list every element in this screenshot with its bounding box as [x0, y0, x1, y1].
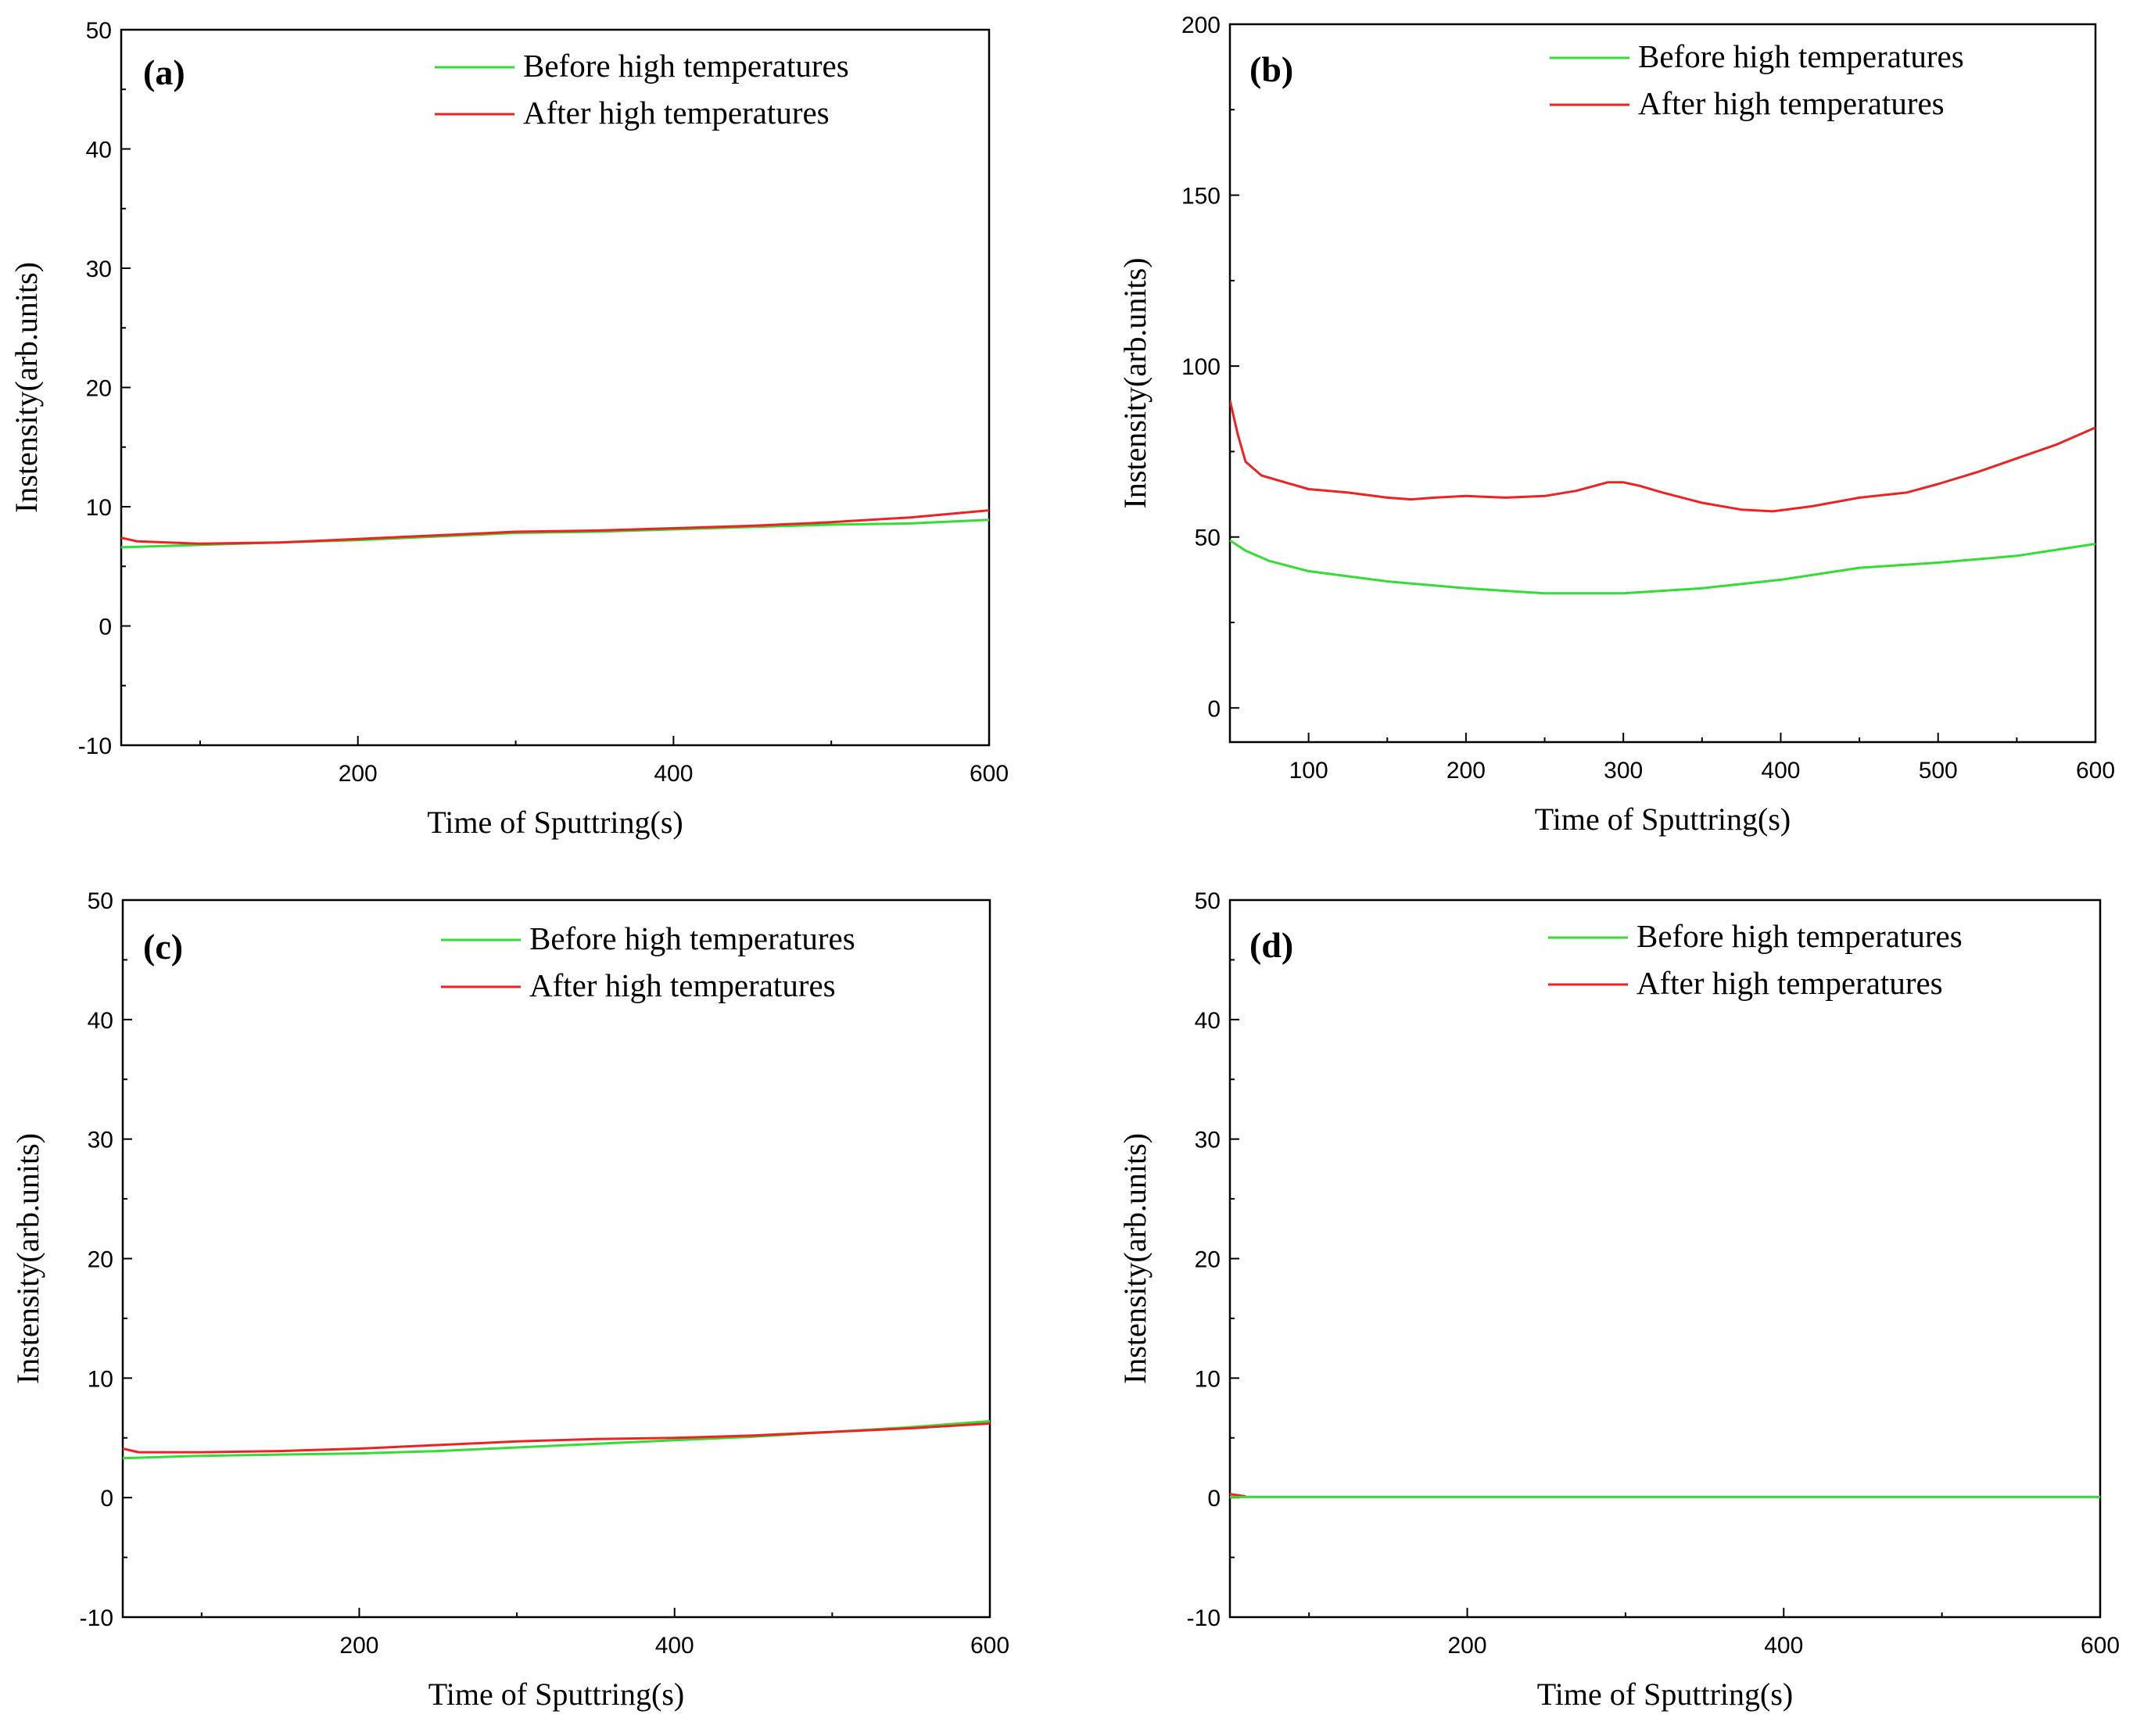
y-tick-label: 0 [1207, 696, 1221, 722]
y-tick-label: 10 [88, 1366, 113, 1392]
y-tick-label: 40 [86, 138, 112, 163]
plot-frame [121, 898, 991, 1619]
y-axis-label: Instensity(arb.units) [1117, 257, 1153, 508]
y-tick-label: 40 [1195, 1008, 1221, 1034]
y-tick-label: 20 [1195, 1247, 1221, 1273]
y-tick-label: -10 [78, 733, 112, 759]
x-tick-label: 600 [2076, 758, 2115, 784]
y-tick-label: 0 [100, 1486, 113, 1512]
legend-entry: After high temperatures [523, 95, 830, 131]
series-line-after [123, 1422, 990, 1454]
y-tick-label: 50 [86, 18, 112, 44]
chart-panel-2: 100 200 300 400 500 600 0 50 100 150 200 Time of Sp… [1117, 13, 2115, 837]
plot-frame [1228, 23, 2097, 744]
y-tick-label: 0 [1207, 1486, 1221, 1512]
legend-entry: After high temperatures [529, 967, 836, 1003]
y-tick-label: 10 [1195, 1366, 1221, 1392]
legend-entry: Before high temperatures [1638, 38, 1964, 74]
x-axis-label: Time of Sputtring(s) [1535, 802, 1791, 837]
panel-label: (b) [1249, 49, 1293, 89]
series-line-after [121, 509, 989, 545]
x-tick-label: 200 [1448, 1633, 1487, 1659]
x-tick-label: 100 [1289, 758, 1328, 784]
y-tick-label: -10 [80, 1605, 113, 1631]
panel-label: (c) [143, 927, 183, 967]
y-tick-label: 30 [86, 256, 112, 282]
x-axis-label: Time of Sputtring(s) [1537, 1677, 1793, 1712]
x-tick-label: 400 [655, 1633, 694, 1659]
chart-panel-4: 200 400 600 -10 0 10 20 30 40 50 Time of Sputtring… [1117, 888, 2120, 1712]
x-tick-label: 300 [1604, 758, 1643, 784]
legend-entry: Before high temperatures [1636, 918, 1963, 954]
plot-frame [1228, 898, 2102, 1619]
x-tick-label: 200 [339, 1633, 378, 1659]
y-tick-label: -10 [1187, 1605, 1221, 1631]
y-tick-label: 10 [86, 495, 112, 521]
x-axis-label: Time of Sputtring(s) [428, 1677, 684, 1712]
panel-label: (d) [1249, 925, 1293, 965]
legend-entry: Before high temperatures [523, 48, 849, 84]
panel-label: (a) [143, 52, 185, 92]
x-tick-label: 400 [654, 761, 693, 787]
x-tick-label: 600 [970, 761, 1009, 787]
x-axis-label: Time of Sputtring(s) [427, 805, 683, 840]
plot-frame [120, 28, 991, 747]
y-axis-label: Instensity(arb.units) [9, 262, 44, 513]
y-tick-label: 50 [88, 888, 113, 914]
y-axis-label: Instensity(arb.units) [10, 1133, 45, 1384]
y-tick-label: 50 [1195, 888, 1221, 914]
y-tick-label: 20 [86, 376, 112, 402]
y-tick-label: 20 [88, 1247, 113, 1273]
y-tick-label: 150 [1181, 184, 1221, 210]
y-tick-label: 200 [1181, 13, 1221, 38]
x-tick-label: 200 [1446, 758, 1486, 784]
x-tick-label: 400 [1761, 758, 1800, 784]
y-axis-label: Instensity(arb.units) [1117, 1133, 1153, 1384]
y-tick-label: 40 [88, 1008, 113, 1034]
chart-panel-3: 200 400 600 -10 0 10 20 30 40 50 Time of Sputtring… [10, 888, 1009, 1712]
legend-entry: After high temperatures [1638, 85, 1945, 121]
x-tick-label: 600 [970, 1633, 1009, 1659]
series-line-before [1230, 539, 2095, 595]
x-tick-label: 600 [2081, 1633, 2120, 1659]
legend-entry: Before high temperatures [529, 920, 855, 956]
x-tick-label: 500 [1919, 758, 1958, 784]
y-tick-label: 30 [1195, 1128, 1221, 1153]
y-tick-label: 30 [88, 1128, 113, 1153]
series-line-after [1230, 400, 2095, 513]
y-tick-label: 50 [1195, 525, 1221, 551]
y-tick-label: 100 [1181, 354, 1221, 380]
x-tick-label: 400 [1764, 1633, 1803, 1659]
y-tick-label: 0 [99, 615, 112, 640]
legend-entry: After high temperatures [1636, 965, 1943, 1001]
chart-panel-1: 200 400 600 -10 0 10 20 30 40 50 Time of Sputtring… [9, 18, 1009, 840]
x-tick-label: 200 [339, 761, 378, 787]
